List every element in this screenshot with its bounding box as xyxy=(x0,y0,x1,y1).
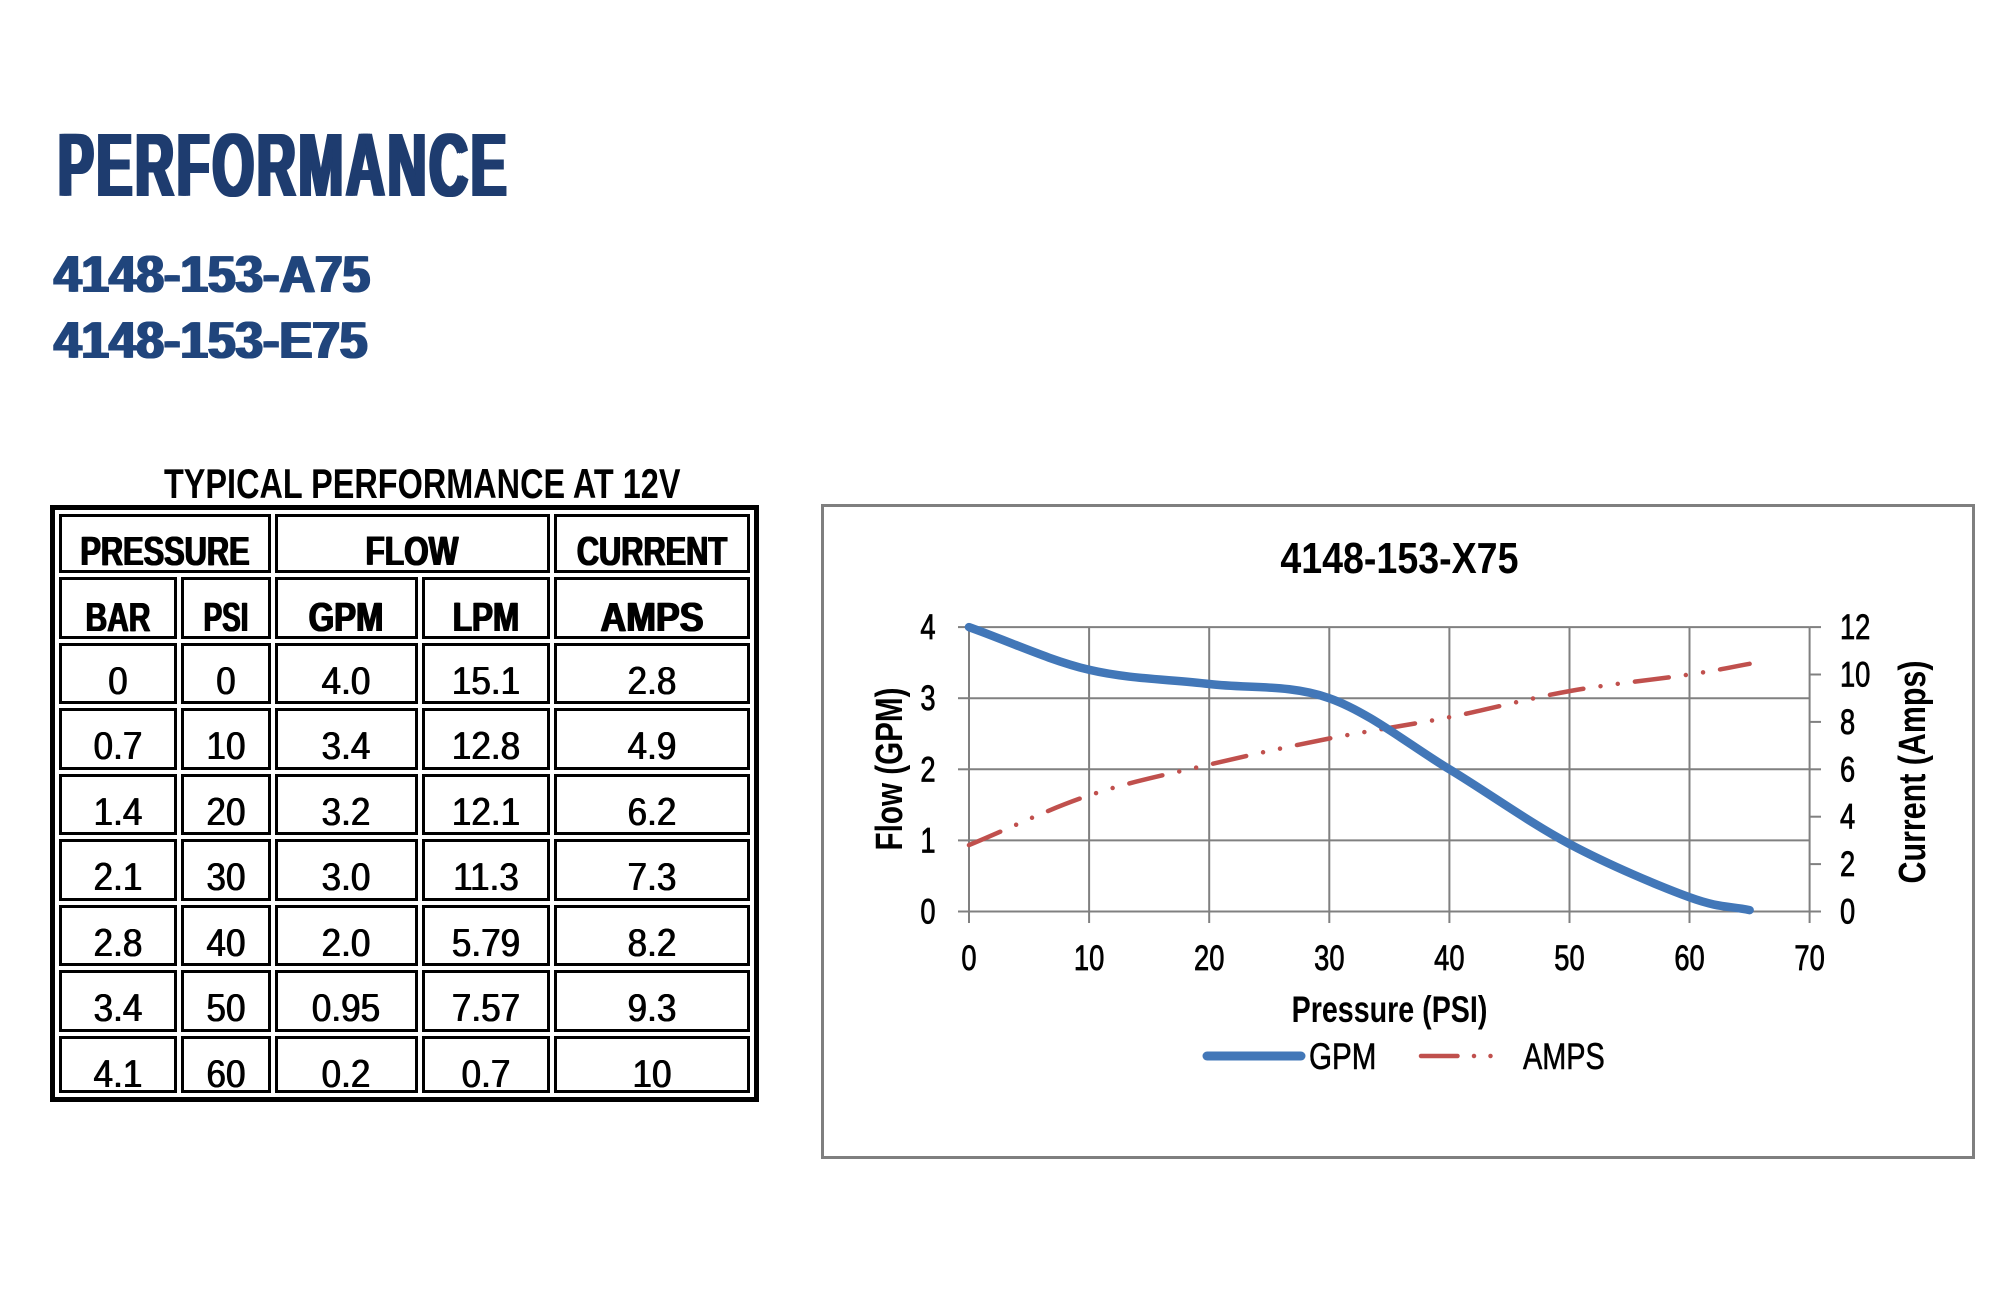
svg-text:60: 60 xyxy=(1674,939,1704,978)
svg-text:12: 12 xyxy=(1840,608,1870,647)
svg-text:2: 2 xyxy=(920,750,935,789)
svg-text:GPM: GPM xyxy=(1309,1037,1376,1078)
svg-text:AMPS: AMPS xyxy=(1523,1037,1605,1078)
svg-text:6: 6 xyxy=(1840,750,1855,789)
svg-text:50: 50 xyxy=(1554,939,1584,978)
svg-text:0: 0 xyxy=(1840,892,1855,931)
svg-text:10: 10 xyxy=(1074,939,1104,978)
svg-text:4: 4 xyxy=(1840,797,1855,836)
svg-text:Flow (GPM): Flow (GPM) xyxy=(869,688,911,851)
svg-text:3: 3 xyxy=(920,679,935,718)
svg-text:0: 0 xyxy=(920,892,935,931)
svg-text:Pressure (PSI): Pressure (PSI) xyxy=(1292,990,1488,1031)
svg-text:1: 1 xyxy=(920,821,935,860)
svg-text:Current (Amps): Current (Amps) xyxy=(1892,661,1934,884)
svg-text:30: 30 xyxy=(1314,939,1344,978)
svg-text:4148-153-X75: 4148-153-X75 xyxy=(1280,533,1518,582)
svg-text:70: 70 xyxy=(1794,939,1824,978)
svg-text:20: 20 xyxy=(1194,939,1224,978)
svg-text:10: 10 xyxy=(1840,655,1870,694)
svg-text:0: 0 xyxy=(961,939,976,978)
svg-text:2: 2 xyxy=(1840,845,1855,884)
svg-text:4: 4 xyxy=(920,608,935,647)
svg-text:8: 8 xyxy=(1840,703,1855,742)
svg-text:40: 40 xyxy=(1434,939,1464,978)
